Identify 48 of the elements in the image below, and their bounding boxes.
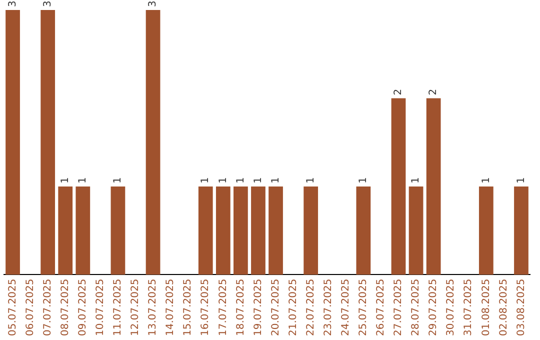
x-tick-label: 27.07.2025 [393,278,404,336]
data-label: 1 [200,177,212,184]
x-tick-label: 09.07.2025 [77,278,88,336]
data-label: 1 [358,177,370,184]
data-label: 1 [218,177,229,184]
data-label: 1 [305,177,316,184]
data-label: 2 [393,88,404,96]
x-tick-label: 25.07.2025 [358,278,370,336]
x-tick-label: 14.07.2025 [165,278,176,336]
x-tick-label: 19.07.2025 [252,278,264,336]
x-tick-label: 01.08.2025 [480,278,492,336]
x-tick-label: 08.07.2025 [60,278,71,336]
x-tick-label: 26.07.2025 [376,278,387,336]
x-tick-label: 24.07.2025 [340,278,352,336]
data-label: 3 [148,0,159,7]
x-tick-label: 05.07.2025 [7,278,18,336]
data-label: 1 [270,177,282,184]
x-tick-label: 02.08.2025 [498,278,510,336]
x-tick-label: 17.07.2025 [218,278,229,336]
x-tick-label: 28.07.2025 [410,278,422,336]
x-tick-label: 29.07.2025 [428,278,440,336]
data-label: 1 [60,177,71,184]
x-tick-label: 20.07.2025 [270,278,282,336]
x-tick-label: 12.07.2025 [130,278,142,336]
x-tick-label: 18.07.2025 [235,278,246,336]
data-label: 1 [410,177,422,184]
x-tick-label: 11.07.2025 [112,278,124,336]
data-label: 1 [112,177,124,184]
x-tick-label: 06.07.2025 [24,278,36,336]
data-label: 1 [77,177,88,184]
x-tick-label: 13.07.2025 [148,278,159,336]
x-tick-label: 07.07.2025 [42,278,54,336]
x-tick-label: 10.07.2025 [95,278,106,336]
data-label: 1 [516,177,527,184]
x-tick-label: 21.07.2025 [288,278,299,336]
x-tick-label: 23.07.2025 [322,278,334,336]
x-tick-label: 31.07.2025 [463,278,474,336]
x-tick-label: 15.07.2025 [182,278,194,336]
data-label: 1 [252,177,264,184]
x-tick-label: 03.08.2025 [516,278,527,336]
x-tick-label: 22.07.2025 [305,278,316,336]
data-label: 1 [235,177,246,184]
x-tick-label: 30.07.2025 [446,278,457,336]
x-tick-label: 16.07.2025 [200,278,212,336]
data-label: 1 [480,177,492,184]
data-label: 3 [7,0,18,7]
data-label: 3 [42,0,54,7]
data-label: 2 [428,88,440,96]
